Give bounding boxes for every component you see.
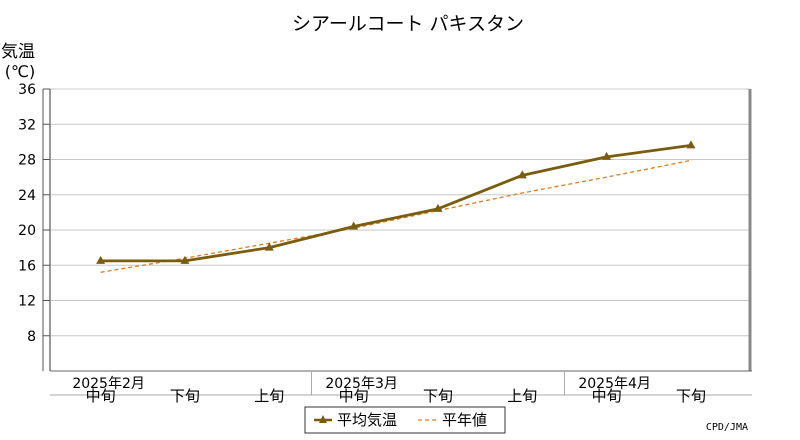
axes [42, 88, 752, 396]
legend: 平均気温 平年値 [304, 406, 506, 434]
y-tick-labels: 8 12 16 20 24 28 32 36 [18, 82, 36, 345]
x-tick-label: 中旬 [339, 387, 369, 405]
x-tick-label: 上旬 [254, 387, 284, 405]
y-tick-label: 20 [18, 223, 36, 239]
y-tick-label: 36 [18, 82, 36, 98]
series-line-avg [100, 144, 692, 263]
chart-title: シアールコート パキスタン [292, 13, 524, 35]
x-tick-labels: 中旬 下旬 上旬 中旬 下旬 上旬 中旬 下旬 2025年2月 2025年3月 2025年4月 [72, 376, 706, 405]
x-tick-label: 下旬 [423, 387, 453, 405]
month-label: 2025年4月 [578, 376, 651, 392]
y-tick-label: 8 [27, 329, 36, 345]
series-line-normal [100, 159, 692, 273]
credit-label: CPD/JMA [706, 422, 748, 433]
x-tick-label: 下旬 [170, 387, 200, 405]
x-tick-label: 中旬 [592, 387, 622, 405]
data-point-avg [602, 151, 612, 160]
grid [50, 88, 750, 337]
data-point-avg [264, 242, 274, 251]
data-point-avg [517, 170, 527, 179]
y-tick-label: 24 [18, 188, 36, 204]
x-tick-label: 中旬 [86, 387, 116, 405]
legend-label-avg: 平均気温 [337, 411, 397, 429]
month-label: 2025年2月 [72, 376, 145, 392]
y-axis-label: 気温 [1, 42, 35, 62]
data-point-avg [96, 255, 106, 264]
y-tick-label: 16 [18, 258, 36, 274]
legend-box [304, 406, 506, 434]
data-point-avg [433, 203, 443, 212]
y-axis-unit: (℃) [5, 62, 35, 81]
series [96, 140, 696, 273]
y-tick-label: 32 [18, 117, 36, 133]
x-tick-label: 下旬 [676, 387, 706, 405]
data-point-avg [686, 140, 696, 149]
month-label: 2025年3月 [325, 376, 398, 392]
data-point-avg [180, 255, 190, 264]
x-tick-label: 上旬 [507, 387, 537, 405]
data-point-avg [349, 221, 359, 230]
legend-label-normal: 平年値 [442, 411, 487, 429]
y-tick-label: 12 [18, 294, 36, 310]
legend-marker-avg [319, 415, 327, 423]
y-tick-label: 28 [18, 153, 36, 169]
